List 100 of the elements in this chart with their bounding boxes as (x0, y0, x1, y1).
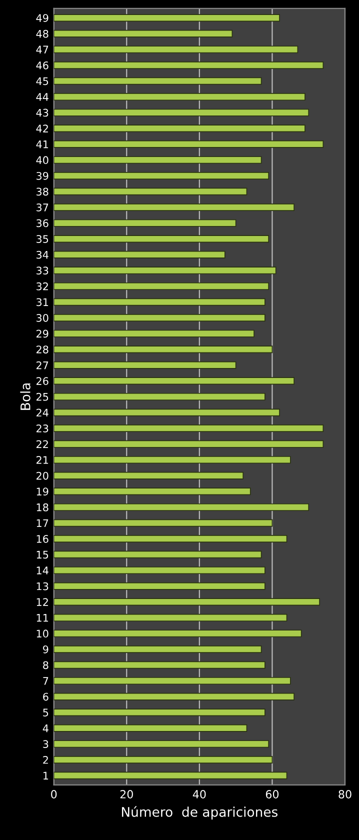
bar (54, 646, 262, 653)
bar (54, 535, 288, 542)
bar (54, 93, 306, 101)
bar (54, 677, 291, 685)
bar (54, 472, 244, 480)
bar (54, 314, 266, 322)
bar (54, 772, 288, 780)
bar (54, 488, 251, 496)
bar (54, 46, 298, 54)
y-tick-label: 48 (36, 30, 48, 38)
y-tick-label: 36 (36, 219, 48, 228)
y-tick-label: 13 (36, 582, 48, 590)
y-tick-label: 9 (43, 645, 48, 654)
y-tick-label: 49 (36, 14, 48, 22)
bar (54, 550, 262, 558)
y-tick-label: 24 (36, 408, 48, 416)
bar (54, 440, 324, 448)
y-tick-label: 41 (36, 140, 48, 148)
bar (54, 598, 320, 606)
y-tick-label: 8 (43, 661, 48, 670)
bar (54, 708, 266, 716)
x-tick-label: 20 (120, 790, 133, 798)
y-tick-label: 21 (36, 456, 48, 464)
y-tick-label: 38 (36, 188, 48, 196)
y-tick-label: 35 (36, 235, 48, 243)
y-tick-label: 2 (43, 756, 48, 764)
y-tick-label: 5 (43, 708, 48, 716)
bar (54, 692, 294, 700)
y-axis-title: Bola (20, 383, 30, 410)
y-tick-label: 44 (36, 93, 48, 101)
y-tick-label: 39 (36, 172, 48, 180)
y-tick-label: 28 (36, 346, 48, 354)
bar (54, 124, 306, 132)
x-tick-label: 60 (266, 790, 279, 798)
bar (54, 582, 266, 590)
bar (54, 61, 324, 69)
bar (54, 219, 236, 227)
y-tick-label: 46 (36, 61, 48, 70)
y-tick-label: 4 (42, 724, 48, 732)
bar (54, 630, 302, 638)
y-tick-label: 27 (36, 361, 48, 370)
y-tick-label: 22 (36, 440, 48, 448)
bar (54, 392, 266, 400)
y-tick-label: 29 (36, 330, 48, 338)
bar (54, 188, 248, 196)
y-tick-label: 16 (36, 534, 48, 543)
x-tick-label: 0 (51, 790, 57, 798)
bar (54, 172, 269, 180)
y-tick-label: 34 (36, 250, 48, 259)
y-tick-label: 15 (36, 550, 48, 559)
y-tick-label: 23 (36, 424, 48, 432)
bar (54, 408, 280, 416)
y-tick-label: 40 (36, 156, 48, 164)
bar (54, 156, 262, 164)
y-tick-label: 30 (36, 314, 48, 322)
bar (54, 77, 262, 85)
bar (54, 377, 294, 385)
y-tick-label: 31 (36, 298, 48, 306)
bar (54, 250, 226, 258)
y-tick-label: 19 (36, 488, 48, 496)
y-tick-label: 17 (36, 519, 48, 527)
y-tick-label: 1 (44, 772, 48, 780)
bar (54, 361, 236, 369)
bar (54, 456, 291, 464)
bar (54, 661, 266, 669)
y-tick-label: 11 (36, 614, 48, 622)
y-tick-label: 43 (36, 108, 48, 117)
y-tick-label: 26 (36, 377, 48, 386)
bar (54, 503, 310, 511)
y-tick-label: 20 (36, 472, 48, 480)
bar (54, 30, 233, 38)
bar (54, 519, 273, 527)
bar (54, 266, 276, 274)
x-tick-label: 80 (338, 790, 352, 798)
bar (54, 424, 324, 432)
y-tick-label: 6 (43, 692, 48, 701)
bar (54, 724, 248, 732)
y-tick-label: 47 (36, 46, 48, 54)
y-tick-label: 7 (43, 677, 48, 685)
bar (54, 330, 254, 338)
y-tick-label: 37 (36, 204, 48, 212)
bar (54, 14, 280, 22)
y-tick-label: 12 (36, 598, 48, 606)
y-tick-label: 10 (36, 630, 48, 638)
y-tick-label: 18 (36, 503, 48, 512)
bar (54, 298, 266, 306)
bar (54, 740, 269, 748)
y-tick-label: 25 (36, 392, 48, 401)
x-axis-title: Número de apariciones (122, 806, 278, 820)
y-tick-label: 42 (36, 124, 48, 132)
y-tick-label: 3 (43, 740, 48, 748)
bar (54, 756, 273, 764)
bar (54, 566, 266, 574)
bar (54, 346, 273, 354)
y-tick-label: 45 (36, 77, 48, 86)
y-tick-label: 33 (36, 266, 48, 275)
bar (54, 204, 294, 212)
y-tick-label: 14 (36, 566, 48, 574)
bar (54, 108, 310, 116)
y-tick-label: 32 (36, 282, 48, 290)
